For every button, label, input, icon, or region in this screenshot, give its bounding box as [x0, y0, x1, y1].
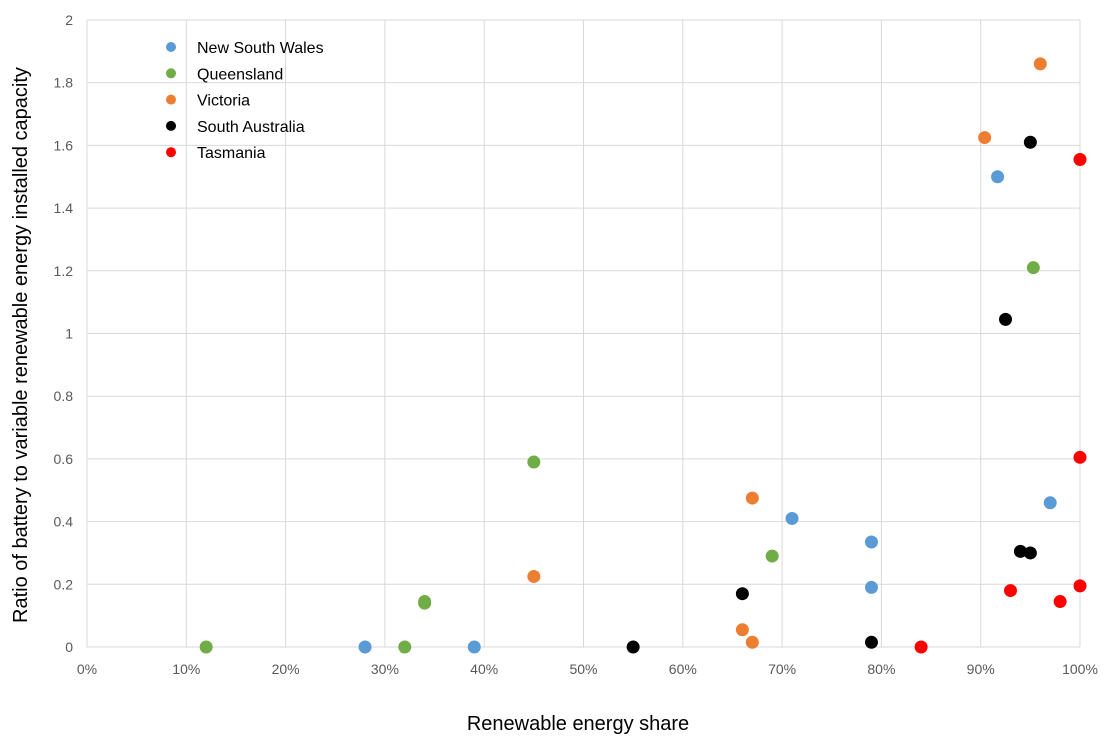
legend-marker	[166, 147, 176, 157]
x-tick-label: 90%	[967, 661, 995, 677]
data-point	[468, 641, 481, 654]
y-tick-label: 1.6	[54, 137, 74, 153]
legend-marker	[166, 68, 176, 78]
data-point	[865, 636, 878, 649]
y-tick-label: 1	[65, 326, 73, 342]
series-tasmania	[915, 153, 1087, 653]
x-tick-label: 80%	[867, 661, 895, 677]
legend-label: South Australia	[197, 119, 305, 136]
data-point	[1074, 153, 1087, 166]
series-south-australia	[627, 136, 1037, 654]
legend-item: Tasmania	[166, 145, 266, 162]
data-point	[999, 313, 1012, 326]
y-tick-label: 1.4	[54, 200, 74, 216]
data-point	[200, 641, 213, 654]
legend: New South Wales Queensland Victoria South A…	[166, 40, 324, 162]
data-point	[1024, 546, 1037, 559]
data-point	[418, 597, 431, 610]
y-tick-label: 0	[65, 639, 73, 655]
data-point	[746, 636, 759, 649]
data-point	[1004, 584, 1017, 597]
legend-label: Victoria	[197, 93, 250, 110]
series-queensland	[200, 261, 1040, 653]
data-point	[1027, 261, 1040, 274]
data-point	[978, 131, 991, 144]
data-point	[736, 587, 749, 600]
x-tick-label: 20%	[272, 661, 300, 677]
y-tick-label: 0.2	[54, 576, 74, 592]
data-point	[1074, 451, 1087, 464]
y-tick-label: 2	[65, 12, 73, 28]
series-new-south-wales	[359, 170, 1057, 653]
data-point	[1044, 496, 1057, 509]
data-point	[359, 641, 372, 654]
legend-item: Queensland	[166, 66, 283, 83]
legend-label: Tasmania	[197, 145, 266, 162]
x-tick-label: 70%	[768, 661, 796, 677]
x-axis-title: Renewable energy share	[467, 713, 689, 735]
x-tick-label: 30%	[371, 661, 399, 677]
data-point	[766, 550, 779, 563]
data-point	[991, 170, 1004, 183]
x-tick-label: 0%	[77, 661, 97, 677]
data-point	[627, 641, 640, 654]
data-point	[786, 512, 799, 525]
x-tick-label: 50%	[569, 661, 597, 677]
tick-labels: 0% 10% 20% 30% 40% 50% 60% 70% 80% 90% 100% 0 0.2 0.4…	[54, 12, 1098, 677]
y-axis-title: Ratio of battery to variable renewable e…	[10, 67, 32, 623]
x-tick-label: 40%	[470, 661, 498, 677]
data-point	[746, 492, 759, 505]
legend-label: Queensland	[197, 66, 283, 83]
data-point	[1024, 136, 1037, 149]
data-point	[1054, 595, 1067, 608]
legend-item: South Australia	[166, 119, 305, 136]
legend-item: Victoria	[166, 93, 250, 110]
legend-marker	[166, 121, 176, 131]
data-point	[527, 570, 540, 583]
y-tick-label: 0.6	[54, 451, 74, 467]
legend-marker	[166, 42, 176, 52]
data-point	[865, 535, 878, 548]
x-tick-label: 10%	[172, 661, 200, 677]
legend-label: New South Wales	[197, 40, 324, 57]
x-tick-label: 60%	[669, 661, 697, 677]
data-point	[1034, 57, 1047, 70]
legend-marker	[166, 95, 176, 105]
series-victoria	[527, 57, 1046, 648]
data-point	[1074, 579, 1087, 592]
y-tick-label: 1.2	[54, 263, 74, 279]
y-tick-label: 0.8	[54, 388, 74, 404]
data-point	[398, 641, 411, 654]
x-tick-label: 100%	[1062, 661, 1098, 677]
legend-item: New South Wales	[166, 40, 324, 57]
y-tick-label: 1.8	[54, 75, 74, 91]
grid-layer	[87, 20, 1080, 647]
y-tick-label: 0.4	[54, 514, 74, 530]
data-points	[200, 57, 1087, 653]
data-point	[865, 581, 878, 594]
data-point	[736, 623, 749, 636]
data-point	[915, 641, 928, 654]
data-point	[527, 456, 540, 469]
